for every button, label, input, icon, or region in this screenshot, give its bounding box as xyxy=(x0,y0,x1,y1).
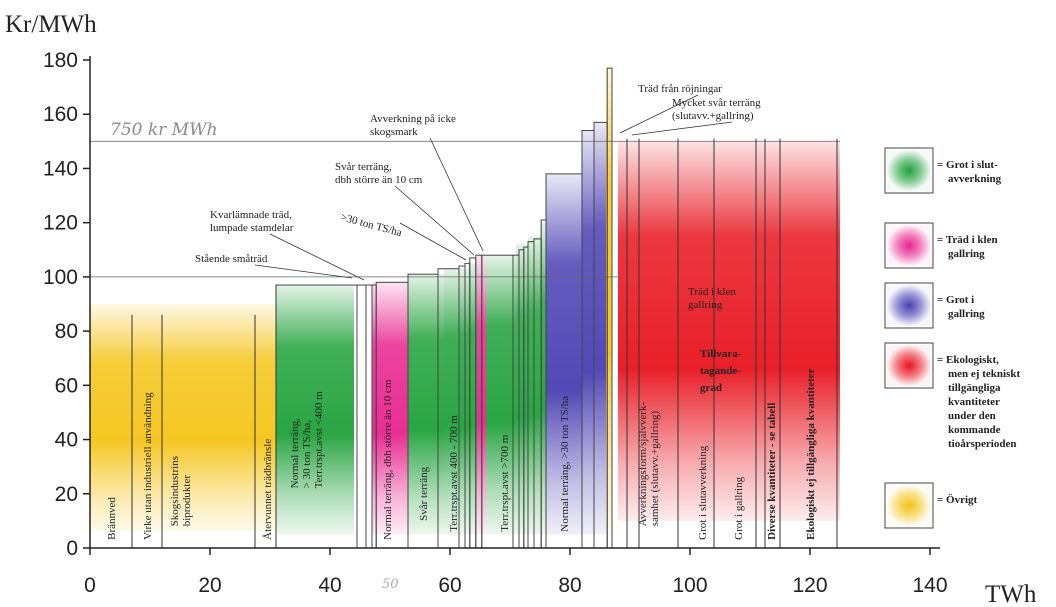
y-tick-label: 140 xyxy=(43,157,78,180)
y-tick-label: 160 xyxy=(43,103,78,126)
legend-swatch xyxy=(887,345,931,386)
annotation-leader xyxy=(394,185,475,256)
annotation: Avverkning på icke skogsmark xyxy=(370,113,456,138)
segment-label: Återvunnet trädbränsle xyxy=(262,439,274,540)
y-tick-label: 80 xyxy=(55,320,78,343)
y-tick-label: 20 xyxy=(55,483,78,506)
x-axis-label: TWh xyxy=(985,581,1037,607)
segment-label: Virke utan industriell användning xyxy=(142,392,154,540)
y-tick-label: 0 xyxy=(66,537,78,560)
x-tick-label: 120 xyxy=(792,574,827,597)
segment-label: Brännved xyxy=(106,497,118,540)
y-tick-label: 100 xyxy=(43,266,78,289)
segment-label: Svår terräng xyxy=(418,466,430,521)
step-bar xyxy=(365,284,373,549)
y-tick-label: 120 xyxy=(43,212,78,235)
color-region xyxy=(486,255,516,535)
x-tick-label: 60 xyxy=(438,574,461,597)
legend-label: = Grot i gallring xyxy=(937,294,985,320)
color-region xyxy=(444,268,468,535)
annotation-leader xyxy=(619,94,699,134)
segment-label: Ekologiskt ej tillgängliga kvantiteter xyxy=(805,368,817,540)
annotation: Träd från röjningar xyxy=(638,83,722,95)
legend-label: = Träd i klen gallring xyxy=(937,234,998,260)
x-tick-label: 40 xyxy=(318,574,341,597)
legend-swatch xyxy=(887,485,931,526)
annotation: Stående småträd xyxy=(195,253,268,265)
annotation: Svår terräng, dbh större än 10 cm xyxy=(335,161,423,186)
segment-label: Normal terräng,> 30 ton TS/ha,Terr.trspt… xyxy=(289,391,325,489)
color-region xyxy=(468,263,477,535)
color-region xyxy=(276,285,354,535)
handwritten-tick-note: 50 xyxy=(382,577,399,592)
segment-label: Terr.trspt.avst >700 m xyxy=(499,434,511,532)
annotation: Kvarlämnade träd, lumpade stamdelar xyxy=(210,209,294,234)
y-tick-label: 40 xyxy=(55,429,78,452)
color-region xyxy=(606,65,612,535)
y-tick-label: 60 xyxy=(55,374,78,397)
segment-label: Diverse kvantiteter - se tabell xyxy=(766,403,778,540)
segment-label: Grot i slutavverkning xyxy=(697,445,709,540)
inner-label: Tillvara-tagande-grad xyxy=(700,348,742,394)
annotation-leader xyxy=(429,137,484,252)
legend-label: = Övrigt xyxy=(937,493,978,506)
segment-label: Grot i gallring xyxy=(733,476,745,539)
segment-label: Normal terräng, >30 ton TS/ha xyxy=(559,396,571,532)
color-region xyxy=(582,130,594,535)
segment-label: Normal terräng, dbh större än 10 cm xyxy=(382,379,394,540)
annotation: Mycket svår terräng (slutavv.+gallring) xyxy=(672,97,761,122)
inner-label: Träd i klen gallring xyxy=(688,286,736,311)
segment-label: Terr.trspt.avst 400 - 700 m xyxy=(448,415,460,532)
handwritten-line-label: 750 kr MWh xyxy=(110,120,218,140)
color-region xyxy=(594,122,606,535)
legend-swatch xyxy=(887,150,931,191)
x-tick-label: 140 xyxy=(912,574,947,597)
y-axis-label: Kr/MWh xyxy=(5,11,97,38)
color-region xyxy=(546,173,582,535)
x-tick-label: 100 xyxy=(672,574,707,597)
annotation: >30 ton TS/ha xyxy=(339,211,403,239)
color-region xyxy=(780,141,840,521)
color-region xyxy=(516,244,528,535)
color-region xyxy=(618,141,780,521)
legend-label: = Grot i slut-avverkning xyxy=(937,159,1002,185)
annotation-leader xyxy=(399,222,467,261)
y-tick-label: 180 xyxy=(43,49,78,72)
color-region xyxy=(372,282,408,535)
annotation-leader xyxy=(254,264,353,279)
segment-label: Skogsindustrinsbiprodukter xyxy=(169,456,193,526)
legend-swatch xyxy=(887,225,931,266)
segment-label: Avverkningsform/självverk-samhet (slutav… xyxy=(637,402,661,527)
color-region xyxy=(540,222,546,535)
x-tick-label: 20 xyxy=(198,574,221,597)
annotation-leader xyxy=(269,233,365,281)
step-bar xyxy=(356,284,367,549)
x-tick-label: 0 xyxy=(84,574,96,597)
annotation-leader xyxy=(631,121,733,136)
legend-label: = Ekologiskt, men ej tekniskt tillgängliga… xyxy=(937,354,1020,450)
color-region xyxy=(90,304,276,532)
legend-swatch xyxy=(887,285,931,326)
x-tick-label: 80 xyxy=(558,574,581,597)
